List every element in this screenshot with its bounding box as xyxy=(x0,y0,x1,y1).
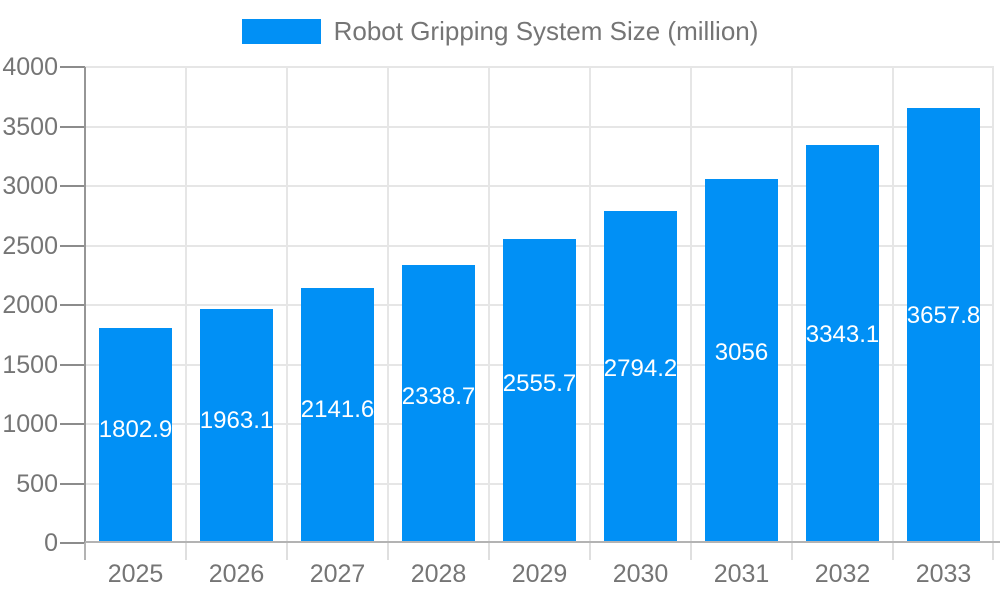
x-axis-label: 2027 xyxy=(309,560,366,588)
bar-value-label: 1963.1 xyxy=(199,406,274,434)
bar-value-label: 1802.9 xyxy=(98,416,173,444)
x-axis-label: 2030 xyxy=(612,560,669,588)
bar-2027[interactable]: 2141.6 xyxy=(301,288,374,541)
y-axis-line xyxy=(84,67,86,543)
gridline-vertical xyxy=(185,67,187,543)
x-axis-label: 2028 xyxy=(410,560,467,588)
bar-2031[interactable]: 3056 xyxy=(705,179,778,541)
gridline-horizontal xyxy=(85,66,994,68)
gridline-vertical xyxy=(488,67,490,543)
x-axis-tick xyxy=(84,543,86,560)
y-axis-tick xyxy=(60,423,85,425)
y-axis-tick xyxy=(60,304,85,306)
y-axis-label: 1500 xyxy=(2,350,58,379)
bar-2033[interactable]: 3657.8 xyxy=(906,107,981,541)
x-axis-labels: 2025 2026 2027 2028 2029 2030 2031 2032 2033 xyxy=(85,560,994,592)
y-axis-label: 3000 xyxy=(2,172,58,200)
bar-2029[interactable]: 2555.7 xyxy=(502,238,577,541)
y-axis-label: 2500 xyxy=(2,231,58,260)
x-axis-tick xyxy=(892,543,894,560)
y-axis-label: 1000 xyxy=(2,410,58,438)
x-axis-tick xyxy=(589,543,591,560)
x-axis-label: 2032 xyxy=(814,560,871,588)
gridline-vertical xyxy=(690,67,692,543)
gridline-vertical xyxy=(387,67,389,543)
y-axis-tick xyxy=(60,363,85,366)
bar-value-label: 3343.1 xyxy=(805,321,880,349)
gridline-vertical xyxy=(589,67,591,543)
y-axis-label: 4000 xyxy=(2,53,58,81)
x-axis-label: 2029 xyxy=(511,560,568,588)
x-axis-label: 2026 xyxy=(208,560,265,588)
y-axis-label: 500 xyxy=(16,469,58,498)
y-axis-tick xyxy=(60,125,85,128)
y-axis-label: 3500 xyxy=(2,112,58,141)
x-axis-label: 2033 xyxy=(915,560,972,588)
y-axis-tick xyxy=(60,66,85,68)
y-axis-tick xyxy=(60,185,85,187)
y-axis-labels: 0 500 1000 1500 2000 2500 3000 3500 4000 xyxy=(0,54,58,556)
y-axis-tick xyxy=(60,542,85,544)
x-axis-tick xyxy=(690,543,692,560)
bar-value-label: 2338.7 xyxy=(401,383,476,411)
bar-2028[interactable]: 2338.7 xyxy=(401,264,476,541)
bar-value-label: 2141.6 xyxy=(300,395,375,423)
legend-swatch xyxy=(241,19,321,44)
x-axis-label: 2031 xyxy=(713,560,770,588)
bar-value-label: 3657.8 xyxy=(906,301,981,329)
bar-2032[interactable]: 3343.1 xyxy=(806,145,879,541)
gridline-vertical xyxy=(992,67,994,543)
x-axis-line xyxy=(85,541,1000,543)
y-axis-label: 2000 xyxy=(2,291,58,319)
bar-2025[interactable]: 1802.9 xyxy=(99,328,172,541)
bar-2026[interactable]: 1963.1 xyxy=(200,309,273,541)
bar-value-label: 2794.2 xyxy=(603,355,678,383)
plot-area: 1802.9 1963.1 2141.6 2338.7 2555.7 2794.2 3056… xyxy=(60,66,1000,560)
y-axis-tick xyxy=(60,244,85,247)
gridline-vertical xyxy=(791,67,793,543)
x-axis-tick xyxy=(992,543,994,560)
y-axis-label: 0 xyxy=(44,529,58,557)
gridline-vertical xyxy=(286,67,288,543)
bar-value-label: 3056 xyxy=(714,338,769,366)
gridline-vertical xyxy=(892,67,894,543)
x-axis-tick xyxy=(286,543,288,560)
x-axis-tick xyxy=(488,543,490,560)
legend-label: Robot Gripping System Size (million) xyxy=(333,16,759,46)
legend: Robot Gripping System Size (million) xyxy=(0,16,1000,47)
bar-2030[interactable]: 2794.2 xyxy=(603,210,678,541)
x-axis-label: 2025 xyxy=(107,560,164,588)
bar-value-label: 2555.7 xyxy=(502,369,577,397)
gridline-horizontal xyxy=(85,185,994,187)
y-axis-tick xyxy=(60,482,85,485)
x-axis-tick xyxy=(791,543,793,560)
x-axis-tick xyxy=(185,543,187,560)
gridline-horizontal xyxy=(85,125,994,128)
x-axis-tick xyxy=(387,543,389,560)
